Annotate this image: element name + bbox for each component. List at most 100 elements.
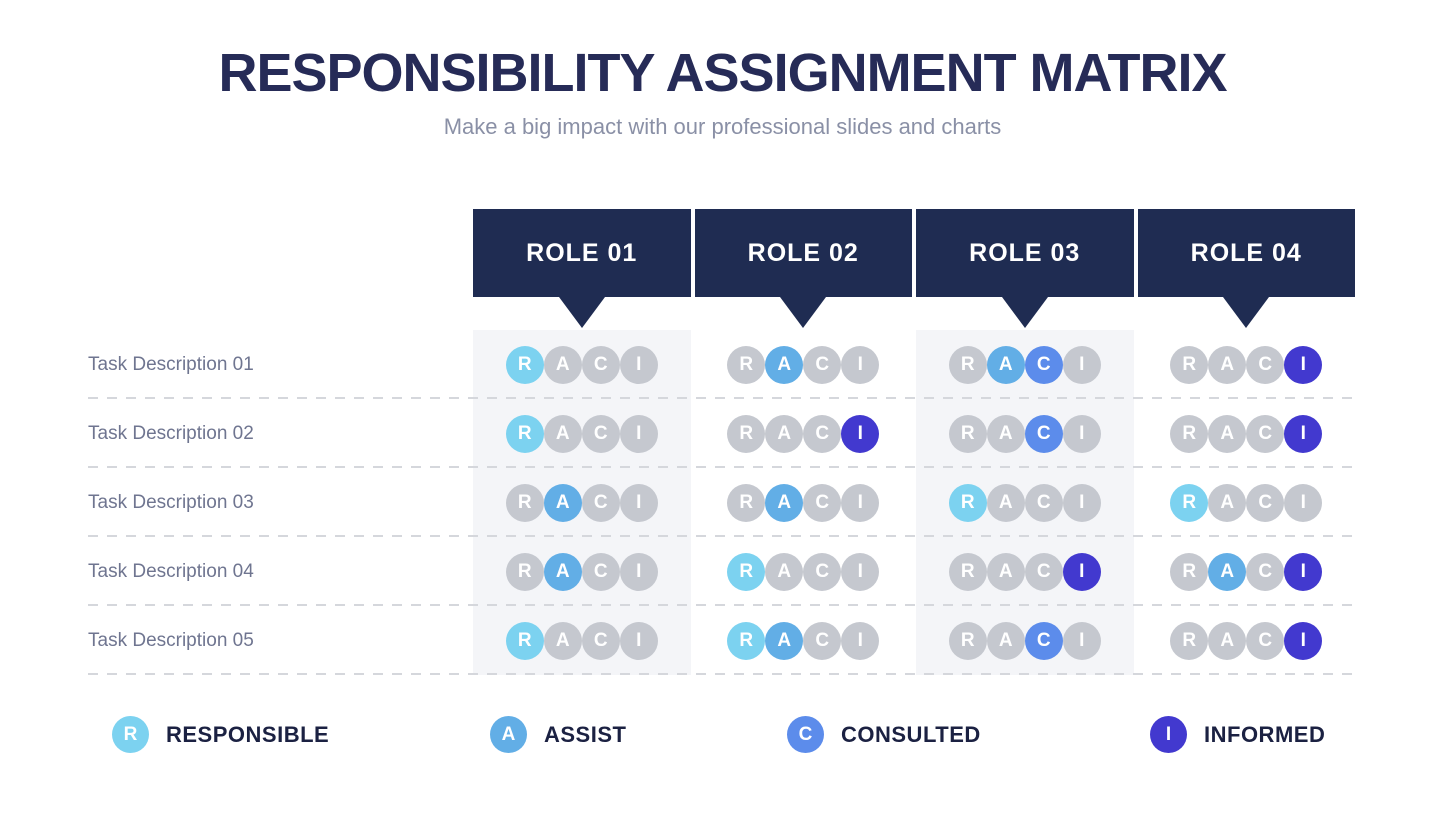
raci-circle-r: R [727,414,766,453]
raci-circle-i: I [1062,552,1101,591]
legend-item-a: A ASSIST [490,716,626,753]
raci-circle-r: R [505,414,544,453]
raci-circle-r: R [1170,621,1209,660]
raci-circle-a: A [986,483,1025,522]
raci-circle-c: C [581,414,620,453]
raci-circle-c: C [581,621,620,660]
raci-circle-r: R [948,621,987,660]
raci-circle-i: I [1062,621,1101,660]
raci-circle-i: I [619,414,658,453]
raci-circle-c: C [1024,483,1063,522]
raci-circle-a: A [765,621,804,660]
raci-circle-a: A [986,552,1025,591]
role-header-tab: ROLE 02 [694,209,912,297]
raci-circle-r: R [1170,414,1209,453]
raci-circle-i: I [1062,414,1101,453]
task-label: Task Description 02 [88,422,254,444]
raci-circle-r: R [948,483,987,522]
raci-circle-a: A [543,621,582,660]
raci-circle-r: R [505,483,544,522]
raci-circle-c: C [581,552,620,591]
raci-circle-a: A [1208,483,1247,522]
raci-circle-c: C [581,483,620,522]
task-label: Task Description 04 [88,560,254,582]
raci-circle-r: R [727,552,766,591]
raci-circle-c: C [1024,345,1063,384]
raci-circle-c: C [1246,621,1285,660]
role-header-label: ROLE 01 [526,238,638,267]
legend-label: RESPONSIBLE [166,721,330,747]
raci-circle-a: A [1208,621,1247,660]
raci-circle-c: C [1246,414,1285,453]
raci-circle-i: I [841,414,880,453]
raci-circle-c: C [1024,621,1063,660]
raci-circle-c: C [803,345,842,384]
legend-item-i: I INFORMED [1150,716,1325,753]
legend-circle-c: C [787,716,824,753]
raci-circle-a: A [543,483,582,522]
raci-circle-i: I [619,552,658,591]
raci-circle-r: R [1170,483,1209,522]
raci-circle-r: R [948,414,987,453]
raci-circle-a: A [543,414,582,453]
raci-circle-a: A [765,414,804,453]
raci-circle-i: I [841,552,880,591]
legend-label: ASSIST [544,721,627,747]
raci-circle-i: I [1284,483,1323,522]
task-row: Task Description 04 R A C I R A C I R A C I R A C I [88,537,1355,606]
raci-circle-i: I [1284,552,1323,591]
legend-item-c: C CONSULTED [787,716,981,753]
raci-circle-i: I [619,483,658,522]
raci-matrix: Task Description 01 R A C I R A C I R A C I R A C I Task … [88,330,1355,675]
raci-circle-a: A [765,483,804,522]
page-subtitle: Make a big impact with our professional … [443,114,1002,139]
raci-circle-r: R [948,552,987,591]
raci-circle-r: R [1170,345,1209,384]
role-header-label: ROLE 02 [747,238,859,267]
role-header-label: ROLE 04 [1190,238,1302,267]
role-header-tab: ROLE 04 [1137,209,1355,297]
raci-circle-c: C [1246,345,1285,384]
raci-circle-i: I [1062,483,1101,522]
role-header-row: ROLE 01 ROLE 02 ROLE 03 ROLE 04 [473,209,1355,297]
raci-circle-r: R [948,345,987,384]
task-row: Task Description 05 R A C I R A C I R A C I R A C I [88,606,1355,675]
page-title: RESPONSIBILITY ASSIGNMENT MATRIX [218,43,1227,103]
raci-circle-r: R [505,345,544,384]
task-label: Task Description 03 [88,491,254,513]
task-row: Task Description 02 R A C I R A C I R A C I R A C I [88,399,1355,468]
role-header-tab: ROLE 03 [916,209,1134,297]
raci-circle-a: A [1208,345,1247,384]
